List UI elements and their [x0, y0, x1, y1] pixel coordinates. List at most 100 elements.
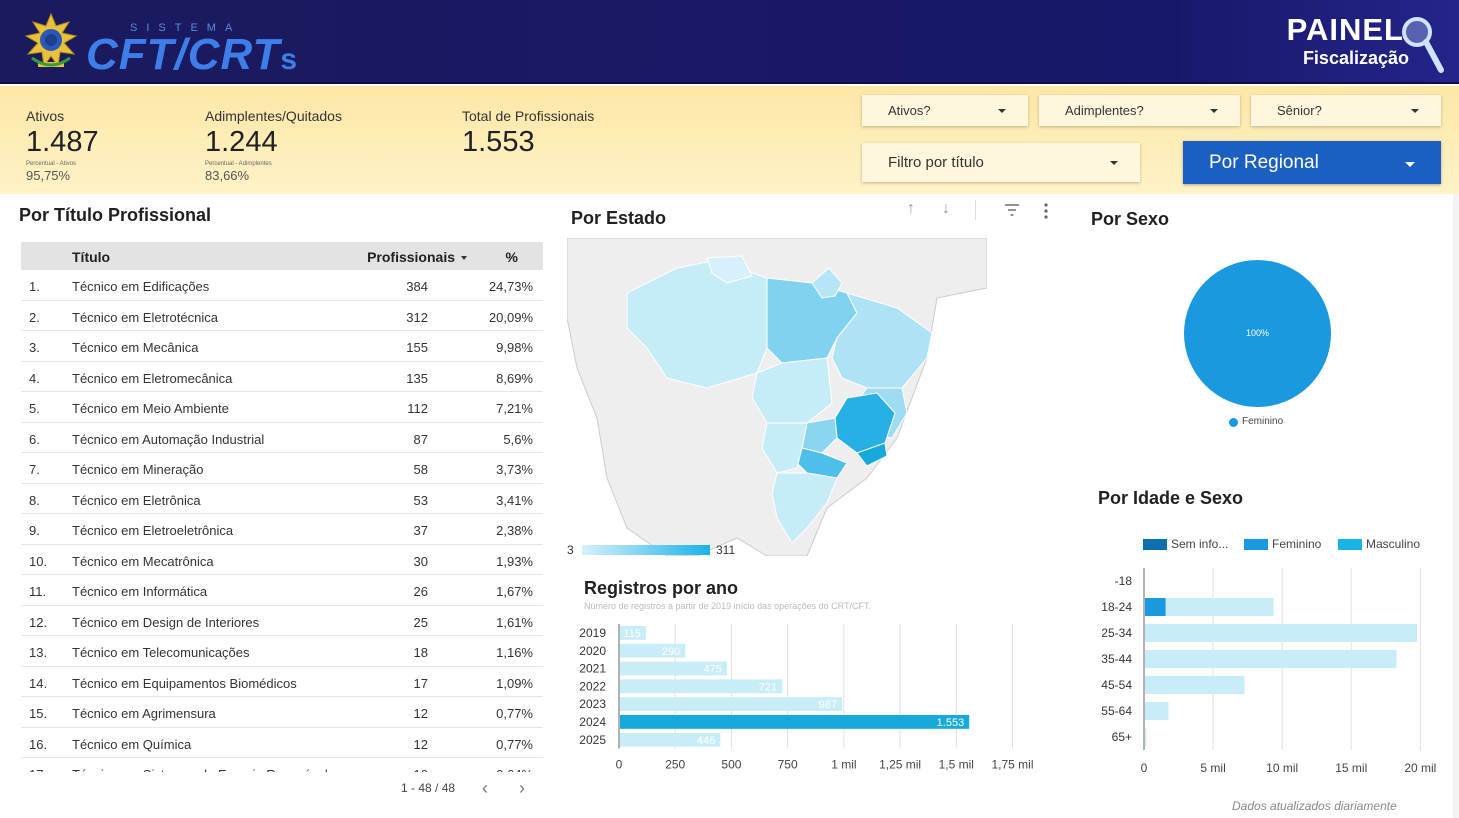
- row-profissionais: 312: [406, 309, 428, 325]
- row-titulo: Técnico em Eletroeletrônica: [72, 523, 234, 538]
- toolbar-divider: [975, 200, 976, 220]
- table-row[interactable]: 10. Técnico em Mecatrônica 30 1,93%: [21, 545, 543, 575]
- kpi-subvalue: 95,75%: [26, 168, 71, 183]
- table-row[interactable]: 4. Técnico em Eletromecânica 135 8,69%: [21, 362, 543, 392]
- table-row[interactable]: 3. Técnico em Mecânica 155 9,98%: [21, 331, 543, 362]
- por-regional-dropdown[interactable]: Por Regional: [1183, 141, 1441, 184]
- row-percent: 1,09%: [496, 675, 533, 691]
- brazil-choropleth-map[interactable]: [567, 238, 987, 556]
- row-percent: 3,41%: [496, 492, 533, 508]
- row-index: 7.: [29, 462, 40, 477]
- data-label: 987: [819, 699, 837, 711]
- row-percent: 9,98%: [496, 340, 533, 355]
- y-tick-label: 55-64: [1101, 704, 1132, 718]
- table-row[interactable]: 6. Técnico em Automação Industrial 87 5,6%: [21, 423, 543, 453]
- table-row[interactable]: 15. Técnico em Agrimensura 12 0,77%: [21, 697, 543, 728]
- bar-masculino: [1145, 702, 1169, 720]
- state-ap: [811, 267, 843, 299]
- table-row[interactable]: 12. Técnico em Design de Interiores 25 1,61…: [21, 606, 543, 636]
- row-index: 16.: [29, 736, 48, 752]
- table-row[interactable]: 16. Técnico em Química 12 0,77%: [21, 728, 543, 758]
- sexo-pie-chart: 100%: [1184, 260, 1331, 407]
- row-profissionais: 58: [413, 462, 428, 477]
- registros-subtitle: Número de registros a partir de 2019 iní…: [584, 601, 871, 611]
- row-index: 11.: [29, 584, 47, 599]
- table-row[interactable]: 7. Técnico em Mineração 58 3,73%: [21, 453, 543, 484]
- row-percent: 0,77%: [496, 736, 533, 752]
- bar: [620, 679, 783, 694]
- data-label: 475: [703, 664, 721, 676]
- kpi-ativos: Ativos 1.487 Percentual - Ativos 95,75%: [26, 108, 99, 183]
- filter-icon[interactable]: [1004, 203, 1020, 217]
- table-row[interactable]: 8. Técnico em Eletrônica 53 3,41%: [21, 484, 543, 514]
- state-ms: [761, 422, 808, 474]
- bar: [620, 732, 721, 747]
- kpi-label: Adimplentes/Quitados: [205, 108, 342, 124]
- table-body: 1. Técnico em Edificações 384 24,73% 2. Técni…: [21, 270, 543, 772]
- row-index: 6.: [29, 431, 40, 447]
- y-tick-label: 2019: [579, 626, 606, 640]
- row-percent: 24,73%: [488, 279, 533, 294]
- table-header: Título Profissionais %: [21, 242, 543, 270]
- x-tick-label: 15 mil: [1335, 761, 1367, 775]
- table-row[interactable]: 1. Técnico em Edificações 384 24,73%: [21, 270, 543, 301]
- prev-page-icon[interactable]: ‹: [482, 778, 488, 798]
- row-profissionais: 112: [407, 401, 428, 416]
- row-index: 4.: [29, 370, 40, 386]
- table-row[interactable]: 13. Técnico em Telecomunicações 18 1,16%: [21, 636, 543, 667]
- filter-titulo-dropdown[interactable]: Filtro por título: [862, 143, 1140, 182]
- kpi-sublabel: Percentual - Ativos: [26, 161, 77, 167]
- chevron-down-icon: [998, 108, 1006, 113]
- row-percent: 1,61%: [496, 614, 533, 630]
- row-titulo: Técnico em Edificações: [72, 279, 210, 294]
- row-index: 2.: [29, 309, 40, 325]
- row-profissionais: 12: [413, 706, 428, 721]
- table-row[interactable]: 11. Técnico em Informática 26 1,67%: [21, 575, 543, 606]
- bar: [620, 715, 970, 729]
- kpi-adimplentes: Adimplentes/Quitados 1.244 Percentual - …: [205, 108, 342, 183]
- row-index: 5.: [29, 401, 40, 416]
- x-tick-label: 750: [778, 758, 798, 772]
- header-profissionais[interactable]: Profissionais: [367, 249, 467, 265]
- table-row[interactable]: 9. Técnico em Eletroeletrônica 37 2,38%: [21, 514, 543, 545]
- x-tick-label: 10 mil: [1266, 761, 1298, 775]
- map-legend-min: 3: [567, 543, 574, 557]
- sort-desc-icon: [461, 256, 467, 261]
- chevron-down-icon: [1110, 160, 1118, 165]
- header-titulo[interactable]: Título: [72, 249, 111, 265]
- row-percent: 8,69%: [496, 370, 533, 386]
- more-vert-icon[interactable]: [1043, 203, 1049, 219]
- header-pct[interactable]: %: [505, 249, 518, 265]
- logo-suffix-text: s: [280, 43, 299, 76]
- magnifier-icon: [1402, 17, 1444, 73]
- kpi-total-profissionais: Total de Profissionais 1.553: [462, 108, 594, 159]
- data-label: 1.553: [937, 717, 965, 729]
- arrow-up-icon[interactable]: ↑: [907, 200, 915, 217]
- row-titulo: Técnico em Agrimensura: [72, 706, 216, 721]
- row-titulo: Técnico em Design de Interiores: [72, 614, 260, 630]
- row-index: 15.: [29, 706, 48, 721]
- bar-masculino: [1145, 728, 1147, 746]
- legend-label: Feminino: [1272, 537, 1322, 551]
- bar-feminino: [1145, 598, 1166, 616]
- bar: [620, 643, 686, 658]
- filter-senior-dropdown[interactable]: Sênior?: [1251, 95, 1441, 126]
- filter-ativos-dropdown[interactable]: Ativos?: [862, 95, 1028, 126]
- sexo-title: Por Sexo: [1091, 209, 1170, 229]
- next-page-icon[interactable]: ›: [519, 778, 525, 798]
- x-tick-label: 5 mil: [1200, 761, 1225, 775]
- row-index: 1.: [29, 279, 40, 294]
- state-rj: [856, 442, 888, 467]
- pie-slice-feminino[interactable]: [1184, 260, 1331, 407]
- row-titulo: Técnico em Eletrônica: [72, 492, 201, 508]
- table-row[interactable]: 5. Técnico em Meio Ambiente 112 7,21%: [21, 392, 543, 423]
- row-profissionais: 87: [413, 431, 428, 447]
- table-row[interactable]: 14. Técnico em Equipamentos Biomédicos 17 1…: [21, 667, 543, 697]
- arrow-down-icon[interactable]: ↓: [942, 200, 950, 217]
- table-row[interactable]: 17. Técnico em Sistemas de Energia Renová…: [21, 758, 543, 772]
- table-row[interactable]: 2. Técnico em Eletrotécnica 312 20,09%: [21, 301, 543, 331]
- row-profissionais: 155: [406, 340, 428, 355]
- filter-adimplentes-dropdown[interactable]: Adimplentes?: [1039, 95, 1240, 126]
- scroll-gutter: [1453, 194, 1459, 818]
